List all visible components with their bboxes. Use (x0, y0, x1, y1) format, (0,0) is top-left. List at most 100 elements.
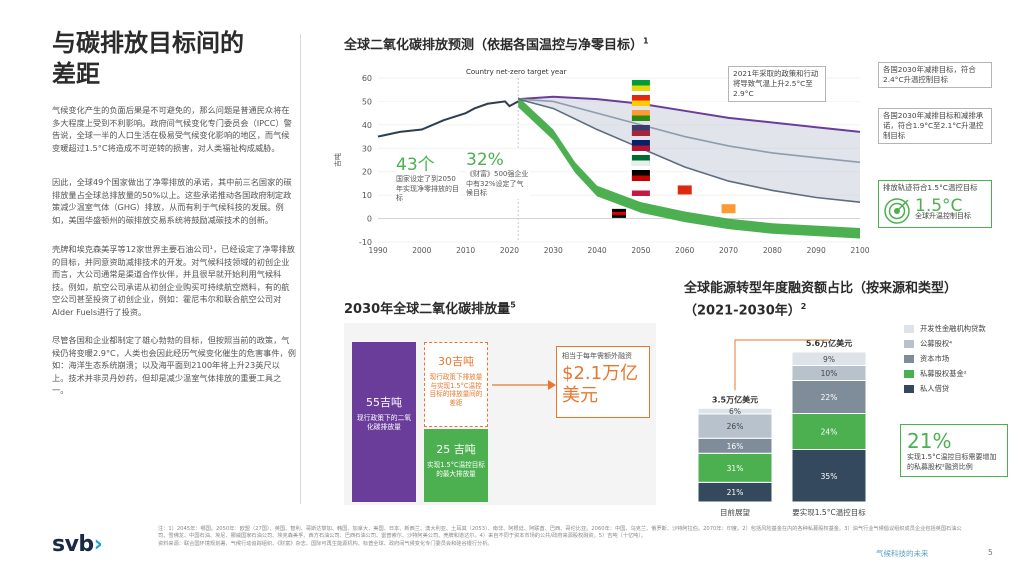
y-tick-label: 0 (367, 215, 372, 224)
target-icon (884, 198, 910, 224)
series-2-4c (518, 98, 861, 164)
brazil-flag-stripe (631, 85, 650, 91)
bar-15c-label: 实现1.5°C温控目标的最大排放量 (427, 461, 485, 478)
highlight-value: 21% (907, 429, 952, 453)
legend-label: 私募股权基金² (920, 369, 967, 378)
segment-label: 26% (727, 422, 744, 431)
bar-total-label: 5.6万亿美元 (806, 338, 852, 348)
series-history (377, 100, 519, 138)
y-tick-label: 30 (362, 144, 372, 153)
x-tick-label: 2070 (719, 246, 738, 255)
stack-segment-0 (791, 449, 867, 503)
x-tick-label: 2080 (763, 246, 782, 255)
page-number: 5 (988, 548, 993, 557)
page-title: 与碳排放目标间的 差距 (52, 29, 244, 88)
arrow-to-financing (492, 380, 556, 390)
x-tick-label: 2100 (850, 246, 869, 255)
legend-swatch (904, 340, 914, 348)
segment-label: 6% (729, 407, 741, 416)
stack-segment-4 (791, 351, 867, 366)
bar-current-policy-label: 现行政策下的二氧化碳排放量 (356, 414, 412, 431)
x-tick-label: 2000 (412, 246, 431, 255)
column-divider (300, 34, 301, 504)
logo-chevron-icon: › (93, 532, 103, 557)
uk-flag-stripe (631, 145, 650, 151)
logo-text: svb (52, 532, 94, 557)
financing-legend: 开发性金融机构贷款 公募股权⁴ 资本市场 私募股权基金² 私人借贷 (904, 324, 1016, 399)
bottom-right-chart-title: 全球能源转型年度融资额占比（按来源和类型）（2021-2030年）2 (684, 281, 958, 319)
y-axis-label: 吉吨 (333, 153, 342, 167)
financing-box: 相当于每年需额外融资 $2.1万亿美元 (556, 346, 650, 418)
stack-segment-4 (697, 407, 773, 415)
footer-title: 气候科技的未来 (876, 549, 929, 558)
japan-flag-stripe (631, 190, 650, 196)
legend-swatch (904, 385, 914, 393)
china-flag-stripe (631, 100, 650, 106)
legend-label: 开发性金融机构贷款 (920, 324, 986, 333)
financing-note: 相当于每年需额外融资 (562, 352, 632, 360)
saudi-flag-stripe (631, 160, 650, 166)
legend-item: 资本市场 (904, 354, 1016, 364)
y-tick-label: 40 (362, 121, 372, 130)
x-tick-label: 1990 (368, 246, 387, 255)
segment-label: 16% (727, 442, 744, 451)
india-flag-stripe (631, 115, 650, 121)
germany-flag-stripe (631, 175, 650, 181)
segment-label: 22% (821, 393, 838, 402)
bar-gap: 30吉吨 现行政策下排放量与实现1.5°C温控目标的排放量间的差距 (424, 342, 488, 427)
stat-countries: 43个 国家设定了到2050年实现净零排放的目标 (396, 150, 460, 204)
segment-label: 24% (821, 428, 838, 437)
intro-paragraph-1: 气候变化产生的负面后果是不可避免的，那么问题是普通民众将在多大程度上受到不利影响… (52, 105, 292, 153)
legend-label: 资本市场 (920, 354, 950, 363)
target-value: 1.5°C (915, 196, 963, 216)
x-tick-label: 2030 (544, 246, 563, 255)
segment-label: 10% (821, 369, 838, 378)
legend-swatch (904, 325, 914, 333)
germany-flag-stripe (612, 211, 626, 215)
x-tick-label: 2060 (675, 246, 694, 255)
callout-2030-pledges: 各国2030年减排目标和减排承诺，符合1.9°C至2.1°C升温控制目标 (878, 108, 992, 144)
growth-connector (734, 339, 829, 391)
y-tick-label: -10 (359, 238, 372, 247)
bar-current-policy-value: 55吉吨 (366, 396, 402, 409)
y-tick-label: 60 (362, 74, 372, 83)
legend-swatch (904, 355, 914, 363)
legend-item: 私人借贷 (904, 384, 1016, 394)
x-tick-label: 2040 (588, 246, 607, 255)
highlight-box: 21% 实现1.5°C温控目标需要增加的私募股权²融资比例 (900, 424, 1008, 477)
bar-15c: 25 吉吨 实现1.5°C温控目标的最大排放量 (424, 429, 488, 502)
x-tick-label: 2020 (500, 246, 519, 255)
usa-flag-stripe (631, 130, 650, 136)
footnotes: 注：1）2045年：哪国。2050年：欧盟（27国）、英国、智利、哥斯达黎加、韩… (158, 526, 962, 547)
callout-2030-targets: 各国2030年减排目标，符合2.4°C升温控制目标 (878, 62, 992, 88)
segment-label: 9% (823, 355, 835, 364)
category-label: 目前展望 (720, 507, 750, 517)
svb-logo: svb› (52, 532, 103, 557)
stack-segment-3 (697, 413, 773, 439)
top-chart-title: 全球二氧化碳排放预测（依据各国温控与净零目标）1 (344, 36, 649, 53)
bar-current-policy: 55吉吨 现行政策下的二氧化碳排放量 (352, 342, 416, 502)
intro-paragraph-3: 壳牌和埃克森美孚等12家世界主要石油公司¹，已经设定了净零排放的目标，并同意资助… (52, 244, 295, 317)
financing-value: $2.1万亿美元 (562, 363, 639, 406)
india-flag-2070 (721, 204, 736, 214)
x-tick-label: 2050 (631, 246, 650, 255)
highlight-caption: 实现1.5°C温控目标需要增加的私募股权²融资比例 (907, 453, 997, 471)
y-tick-label: 20 (362, 168, 372, 177)
stack-segment-1 (697, 452, 773, 483)
x-tick-label: 2090 (807, 246, 826, 255)
callout-2021-policies: 2021年采取的政策和行动将导致气温上升2.5°C至2.9°C (728, 66, 826, 102)
segment-label: 21% (727, 488, 744, 497)
net-zero-label: Country net-zero target year (466, 68, 567, 76)
target-caption: 全球升温控制目标 (915, 212, 971, 220)
series-policy (518, 95, 861, 133)
intro-paragraph-2: 因此，全球49个国家做出了净零排放的承诺，其中前三名国家的碳排放量占全球总排放量… (52, 177, 292, 225)
bar-total-label: 3.5万亿美元 (712, 394, 758, 404)
legend-item: 私募股权基金² (904, 369, 1016, 379)
legend-label: 私人借贷 (920, 384, 950, 393)
bar-15c-value: 25 吉吨 (436, 443, 476, 456)
intro-paragraph-4: 尽管各国和企业都制定了雄心勃勃的目标，但按照当前的政策，气候仍将变暖2.9°C，… (52, 335, 296, 396)
bar-gap-label: 现行政策下排放量与实现1.5°C温控目标的排放量间的差距 (429, 373, 483, 407)
segment-label: 31% (727, 464, 744, 473)
legend-item: 开发性金融机构贷款 (904, 324, 1016, 334)
